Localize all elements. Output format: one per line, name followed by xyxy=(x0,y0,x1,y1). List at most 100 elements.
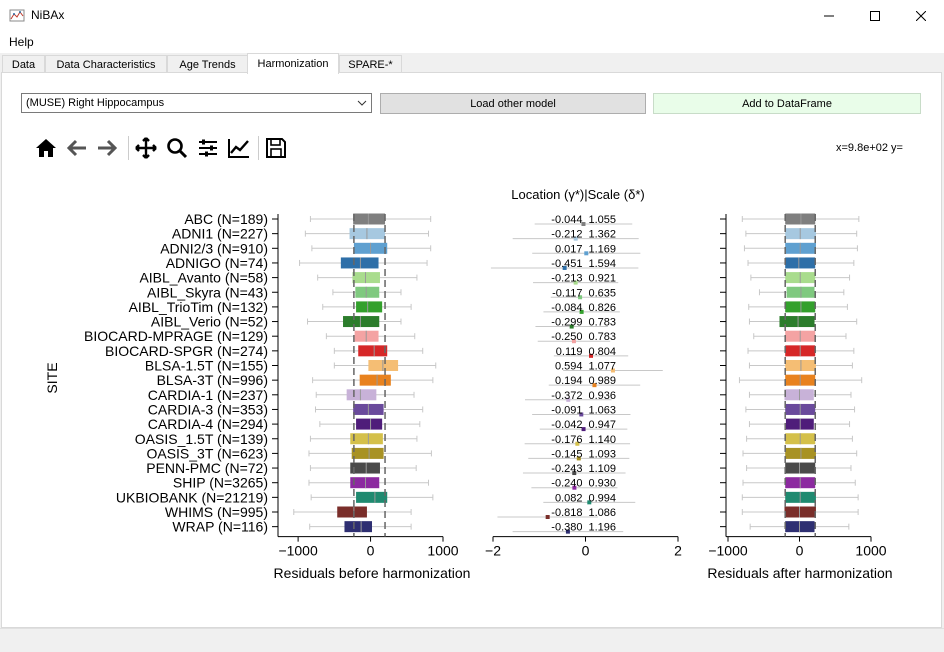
gamma-value: -0.451 xyxy=(551,258,582,270)
site-label: ADNI1 (N=227) xyxy=(172,226,268,242)
site-label: ABC (N=189) xyxy=(184,211,268,227)
site-label: OASIS_1.5T (N=139) xyxy=(135,431,268,447)
delta-value: 0.930 xyxy=(589,478,617,490)
x-tick-label: −1000 xyxy=(278,543,318,559)
gamma-value: -0.042 xyxy=(551,419,582,431)
minimize-icon xyxy=(824,11,834,21)
box xyxy=(358,345,387,356)
add-to-dataframe-button[interactable]: Add to DataFrame xyxy=(653,93,921,114)
gamma-value: -0.091 xyxy=(551,404,582,416)
edit-axis-icon[interactable] xyxy=(227,136,251,160)
gamma-value: -0.213 xyxy=(551,273,582,285)
delta-value: 0.783 xyxy=(589,331,617,343)
roi-select[interactable]: (MUSE) Right Hippocampus xyxy=(21,93,372,113)
home-icon[interactable] xyxy=(34,136,58,160)
box xyxy=(341,257,379,268)
delta-value: 0.826 xyxy=(589,302,617,314)
gamma-value: -0.250 xyxy=(551,331,582,343)
close-button[interactable] xyxy=(898,0,944,31)
tab-harmonization[interactable]: Harmonization xyxy=(247,53,339,74)
params-panel: -0.044 1.055-0.212 1.3620.017 1.169-0.451 1.… xyxy=(485,214,682,559)
gamma-value: 0.194 xyxy=(555,375,583,387)
delta-value: 1.140 xyxy=(589,434,617,446)
box xyxy=(350,463,380,474)
x-tick-label: 0 xyxy=(582,543,590,559)
gamma-value: -0.212 xyxy=(551,229,582,241)
minimize-button[interactable] xyxy=(806,0,852,31)
site-label: AIBL_Verio (N=52) xyxy=(151,314,268,330)
x-tick-label: −2 xyxy=(485,543,501,559)
harmonization-figure: SITE Location (γ*)|Scale (δ*) Residuals … xyxy=(0,180,944,580)
delta-value: 1.077 xyxy=(589,361,617,373)
forward-icon[interactable] xyxy=(95,136,119,160)
box xyxy=(784,507,815,518)
window-title: NiBAx xyxy=(31,8,64,22)
app-icon xyxy=(9,8,25,23)
gamma-value: 0.017 xyxy=(555,243,583,255)
tab-age-trends[interactable]: Age Trends xyxy=(167,55,248,73)
delta-value: 0.994 xyxy=(589,492,617,504)
x-tick-label: 1000 xyxy=(427,543,458,559)
close-icon xyxy=(916,11,926,21)
back-icon[interactable] xyxy=(65,136,89,160)
box xyxy=(785,214,815,225)
x-tick-label: 1000 xyxy=(855,543,886,559)
site-label: UKBIOBANK (N=21219) xyxy=(116,489,268,505)
site-label: SHIP (N=3265) xyxy=(173,475,268,491)
box xyxy=(347,389,377,400)
gamma-value: -0.243 xyxy=(551,463,582,475)
tab-bar: Data Data Characteristics Age Trends Har… xyxy=(0,53,944,73)
site-label: CARDIA-1 (N=237) xyxy=(148,387,268,403)
chevron-down-icon xyxy=(357,98,367,108)
delta-value: 1.594 xyxy=(589,258,617,270)
tab-data[interactable]: Data xyxy=(2,55,45,73)
roi-select-value: (MUSE) Right Hippocampus xyxy=(26,97,164,109)
save-icon[interactable] xyxy=(264,136,288,160)
y-axis-label: SITE xyxy=(44,362,60,393)
box xyxy=(360,375,391,386)
gamma-value: -0.044 xyxy=(551,214,582,226)
site-label: BLSA-1.5T (N=155) xyxy=(145,358,268,374)
gamma-value: -0.117 xyxy=(552,287,582,299)
gamma-value: -0.372 xyxy=(551,390,582,402)
gamma-value: -0.176 xyxy=(551,434,582,446)
gamma-value: -0.299 xyxy=(551,317,582,329)
gamma-value: 0.594 xyxy=(555,361,583,373)
box xyxy=(356,419,382,430)
maximize-icon xyxy=(870,11,880,21)
toolbar-separator xyxy=(128,136,129,160)
delta-value: 1.086 xyxy=(589,507,617,519)
pan-icon[interactable] xyxy=(134,136,158,160)
site-label: AIBL_TrioTim (N=132) xyxy=(129,299,268,315)
site-label: PENN-PMC (N=72) xyxy=(146,460,268,476)
delta-value: 0.989 xyxy=(589,375,617,387)
site-label: CARDIA-3 (N=353) xyxy=(148,401,268,417)
site-label: WRAP (N=116) xyxy=(172,519,268,535)
site-label: CARDIA-4 (N=294) xyxy=(148,416,268,432)
x-tick-label: −1000 xyxy=(708,543,748,559)
gamma-value: -0.240 xyxy=(551,478,582,490)
load-model-button[interactable]: Load other model xyxy=(380,93,646,114)
x-tick-label: 0 xyxy=(367,543,375,559)
configure-subplots-icon[interactable] xyxy=(196,136,220,160)
delta-value: 1.362 xyxy=(589,229,617,241)
x-tick-label: 2 xyxy=(674,543,682,559)
before-x-label: Residuals before harmonization xyxy=(274,565,471,580)
x-tick-label: 0 xyxy=(796,543,804,559)
box xyxy=(785,257,815,268)
tab-spare[interactable]: SPARE-* xyxy=(339,55,402,73)
site-label: BIOCARD-SPGR (N=274) xyxy=(105,343,268,359)
site-label: AIBL_Skyra (N=43) xyxy=(147,284,268,300)
site-label: BLSA-3T (N=996) xyxy=(157,372,268,388)
after-x-label: Residuals after harmonization xyxy=(707,565,892,580)
tab-data-characteristics[interactable]: Data Characteristics xyxy=(45,55,167,73)
gamma-value: -0.818 xyxy=(551,507,582,519)
menu-help[interactable]: Help xyxy=(9,35,34,49)
gamma-value: -0.145 xyxy=(551,448,582,460)
delta-value: 0.635 xyxy=(589,287,617,299)
status-bar xyxy=(0,628,944,652)
box xyxy=(785,301,815,312)
zoom-icon[interactable] xyxy=(165,136,189,160)
maximize-button[interactable] xyxy=(852,0,898,31)
delta-value: 0.936 xyxy=(589,390,617,402)
